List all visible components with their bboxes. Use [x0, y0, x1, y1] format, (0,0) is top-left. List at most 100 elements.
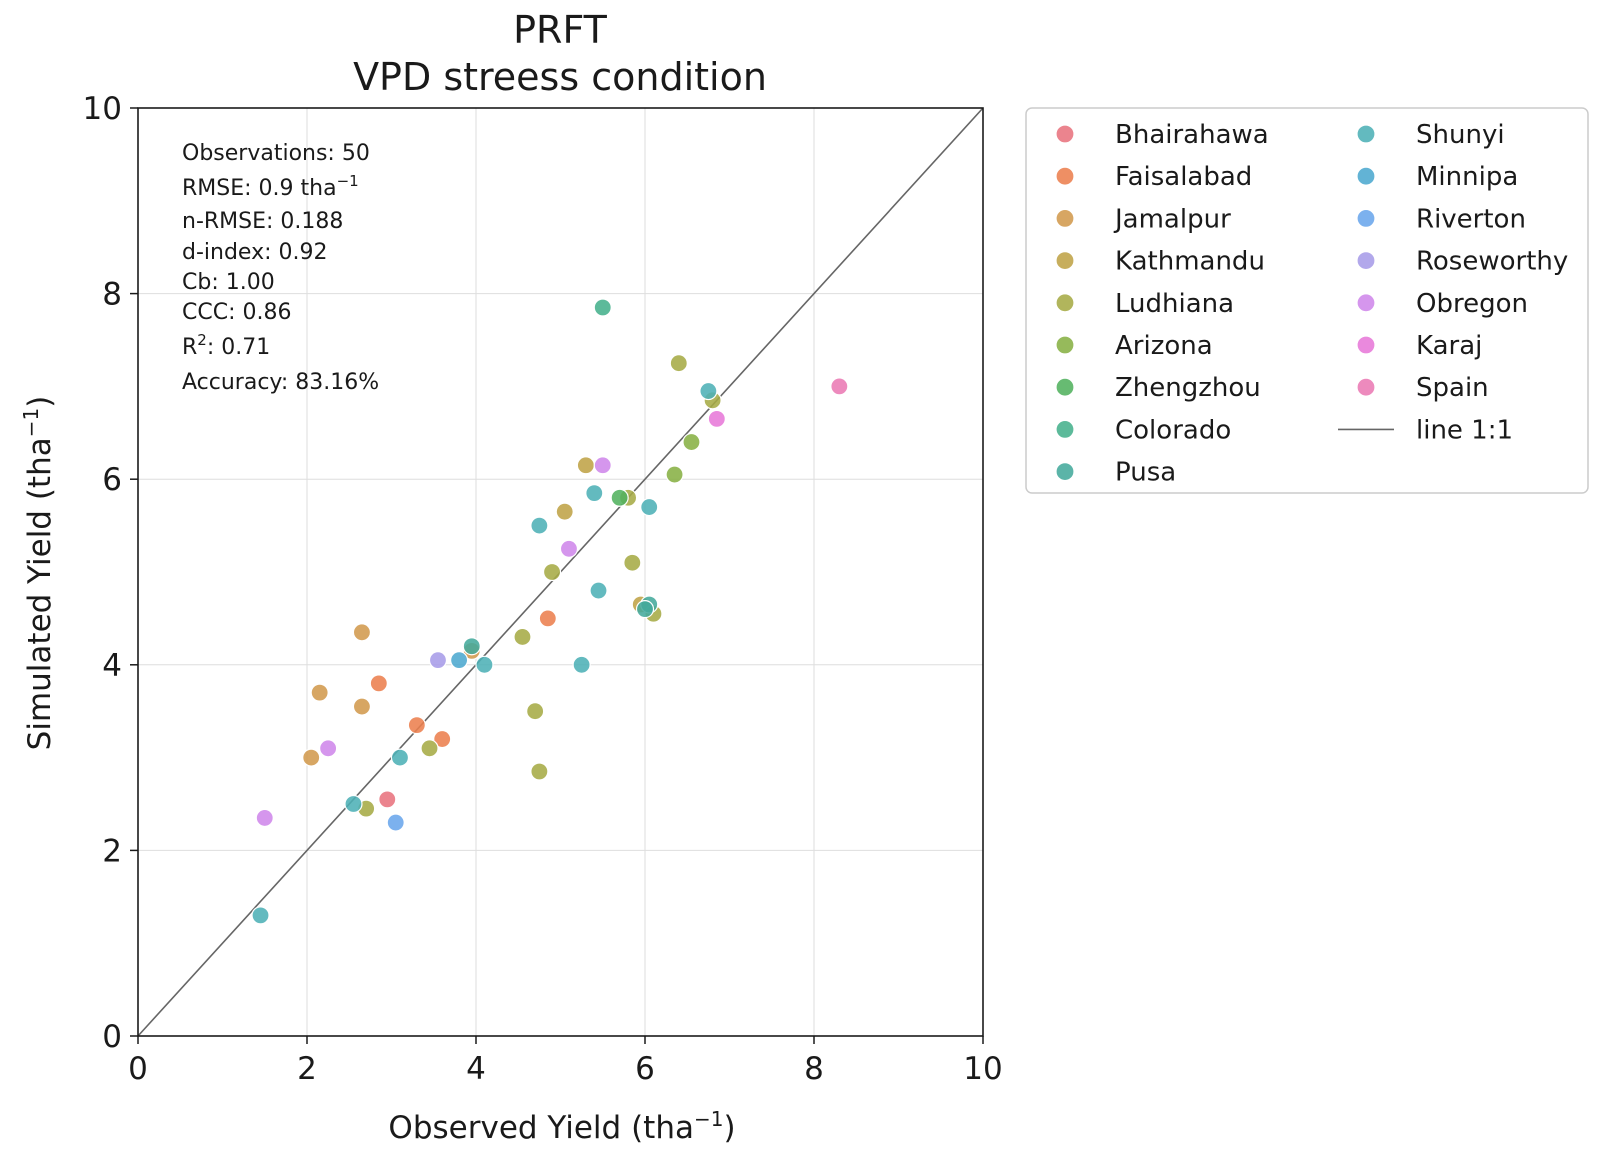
- point-ludhiana-1: [669, 354, 688, 373]
- x-axis-ticks: 0 2 4 6 8 10: [128, 1036, 1003, 1087]
- x-tick-label-8: 8: [804, 1051, 824, 1087]
- point-riverton-1: [386, 813, 405, 832]
- legend-marker-karaj: [1356, 335, 1376, 355]
- legend-label-riverton: Riverton: [1416, 204, 1526, 234]
- stat-line-2: RMSE: 0.9 tha−1: [182, 172, 359, 201]
- point-obregon-1: [593, 456, 612, 475]
- stat-line-3: n-RMSE: 0.188: [182, 209, 343, 234]
- point-karaj-1: [707, 409, 726, 428]
- x-tick-label-2: 2: [297, 1051, 317, 1087]
- point-shunyi-4: [530, 516, 549, 535]
- stat-line-5: Cb: 1.00: [182, 270, 275, 295]
- point-shunyi-3: [640, 497, 659, 517]
- y-axis-label-close: ): [22, 396, 58, 408]
- x-axis-label-exponent: −1: [694, 1107, 723, 1131]
- legend-marker-obregon: [1356, 293, 1376, 313]
- legend-label-obregon: Obregon: [1416, 289, 1528, 319]
- point-bhairahawa-1: [378, 790, 397, 809]
- point-kathmandu-2: [576, 456, 595, 475]
- chart-title-line-2: VPD streess condition: [353, 55, 767, 99]
- point-arizona-2: [682, 432, 701, 452]
- point-shunyi-2: [585, 484, 604, 503]
- y-tick-label-4: 4: [102, 648, 122, 684]
- stat-line-1: Observations: 50: [182, 141, 370, 166]
- plot-frame: [137, 107, 984, 1037]
- legend-label-jamalpur: Jamalpur: [1113, 204, 1231, 234]
- legend-marker-shunyi: [1356, 124, 1376, 144]
- statistics-box: Observations: 50 RMSE: 0.9 tha−1 n-RMSE: 0…: [182, 141, 379, 395]
- legend-label-roseworthy: Roseworthy: [1416, 247, 1568, 277]
- legend-label-arizona: Arizona: [1115, 331, 1213, 361]
- chart-title-line-1: PRFT: [513, 8, 608, 52]
- legend-marker-ludhiana: [1055, 293, 1075, 313]
- point-shunyi-1: [699, 381, 718, 401]
- y-tick-label-0: 0: [102, 1019, 122, 1055]
- y-axis-ticks: 0 2 4 6 8 10: [83, 91, 138, 1055]
- point-faisalabad-4: [538, 609, 557, 628]
- legend-label-faisalabad: Faisalabad: [1115, 162, 1252, 192]
- point-ludhiana-8: [542, 562, 562, 582]
- legend-label-shunyi: Shunyi: [1416, 120, 1505, 150]
- x-tick-label-10: 10: [963, 1051, 1002, 1087]
- point-shunyi-8: [390, 748, 410, 767]
- legend-label-kathmandu: Kathmandu: [1115, 247, 1265, 277]
- stat-line-4: d-index: 0.92: [182, 240, 327, 265]
- point-obregon-4: [255, 808, 274, 828]
- legend-marker-faisalabad: [1055, 166, 1075, 186]
- stat-line-7: R2: 0.71: [182, 331, 270, 360]
- point-shunyi-5: [589, 581, 608, 600]
- y-tick-label-2: 2: [102, 833, 122, 869]
- legend-label-minnipa: Minnipa: [1416, 162, 1518, 192]
- point-arizona-1: [665, 465, 684, 484]
- y-tick-label-10: 10: [83, 91, 122, 127]
- legend-marker-colorado: [1055, 419, 1075, 439]
- point-pusa-1: [462, 637, 481, 656]
- legend-marker-kathmandu: [1055, 251, 1075, 271]
- legend-marker-jamalpur: [1055, 208, 1075, 228]
- point-faisalabad-1: [369, 674, 388, 693]
- point-roseworthy-1: [428, 651, 448, 670]
- y-axis-label: Simulated Yield (tha−1): [19, 396, 58, 751]
- legend: Bhairahawa Faisalabad Jamalpur Kathmandu Lud…: [1055, 120, 1568, 488]
- stat-line-6: CCC: 0.86: [182, 300, 291, 325]
- point-pusa-3: [635, 600, 655, 619]
- y-tick-label-8: 8: [102, 277, 122, 313]
- point-kathmandu-1: [555, 502, 574, 521]
- legend-label-line-1-1: line 1:1: [1416, 415, 1513, 445]
- point-jamalpur-2: [310, 683, 329, 702]
- point-faisalabad-3: [433, 729, 452, 749]
- point-minnipa-1: [450, 651, 469, 670]
- point-shunyi-10: [251, 906, 270, 925]
- x-tick-label-6: 6: [635, 1051, 655, 1087]
- point-jamalpur-1: [352, 623, 372, 642]
- point-shunyi-7: [475, 655, 494, 674]
- point-obregon-3: [319, 739, 338, 758]
- point-jamalpur-3: [352, 697, 372, 716]
- point-jamalpur-4: [302, 748, 321, 767]
- point-zhengzhou-1: [610, 488, 629, 507]
- legend-marker-zhengzhou: [1055, 377, 1075, 397]
- point-ludhiana-4: [420, 739, 439, 758]
- legend-marker-arizona: [1055, 335, 1075, 355]
- point-spain-1: [830, 377, 849, 396]
- legend-marker-minnipa: [1356, 166, 1376, 186]
- point-ludhiana-2: [526, 702, 545, 721]
- legend-label-spain: Spain: [1416, 373, 1489, 403]
- legend-marker-riverton: [1356, 208, 1376, 228]
- legend-label-pusa: Pusa: [1115, 458, 1176, 488]
- point-ludhiana-6: [623, 553, 642, 572]
- point-shunyi-9: [344, 794, 363, 814]
- x-tick-label-4: 4: [466, 1051, 486, 1087]
- legend-marker-pusa: [1055, 462, 1075, 482]
- x-axis-label-text: Observed Yield (tha: [388, 1110, 694, 1146]
- stat-line-8: Accuracy: 83.16%: [182, 370, 379, 395]
- y-axis-label-exponent: −1: [19, 408, 43, 437]
- legend-label-ludhiana: Ludhiana: [1115, 289, 1234, 319]
- x-axis-label: Observed Yield (tha−1): [388, 1107, 735, 1146]
- legend-label-bhairahawa: Bhairahawa: [1115, 120, 1269, 150]
- legend-label-colorado: Colorado: [1115, 415, 1231, 445]
- point-colorado-1: [593, 298, 612, 317]
- legend-frame: [1025, 107, 1589, 494]
- legend-marker-bhairahawa: [1055, 124, 1075, 144]
- y-axis-label-text: Simulated Yield (tha: [22, 437, 58, 750]
